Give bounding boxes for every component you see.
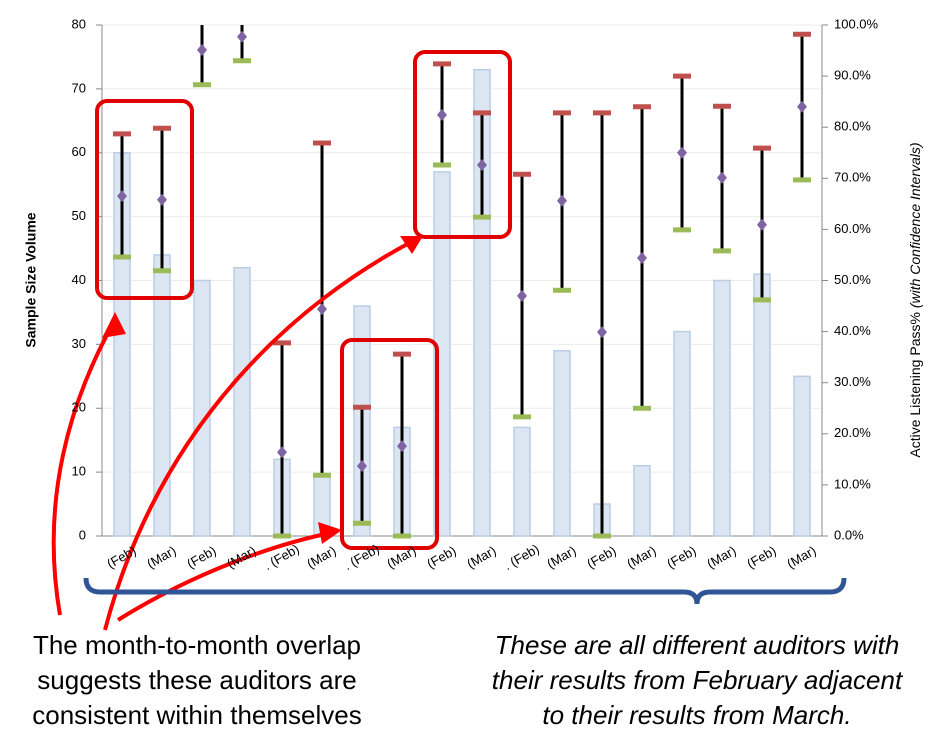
bar <box>553 350 571 537</box>
point <box>477 159 487 172</box>
x-tick-label: (Mar) <box>304 543 338 572</box>
point <box>357 459 367 472</box>
bar <box>473 68 491 537</box>
annotation: their results from February adjacent <box>492 665 904 695</box>
annotation: These are all different auditors with <box>495 630 900 660</box>
point <box>157 193 167 206</box>
point <box>557 194 567 207</box>
arrow <box>116 530 336 622</box>
grid <box>96 24 828 537</box>
y-tick-label: 70 <box>72 80 86 95</box>
y2-label: Active Listening Pass% <box>907 312 923 458</box>
y2-tick-label: 90.0% <box>834 68 871 83</box>
box <box>95 99 194 300</box>
annotation: suggests these auditors are <box>37 665 356 695</box>
arrow <box>51 319 117 616</box>
y-tick-label: 10 <box>72 464 86 479</box>
x-tick-label: (Mar) <box>544 543 578 572</box>
x-tick-label: (Mar) <box>784 543 818 572</box>
y2-tick-label: 60.0% <box>834 221 871 236</box>
x-tick-label: (Mar) <box>144 543 178 572</box>
y-tick-label: 20 <box>72 400 86 415</box>
bar <box>753 273 771 537</box>
point <box>197 44 207 57</box>
point <box>397 440 407 453</box>
y-tick-label: 60 <box>72 144 86 159</box>
bar <box>713 279 731 537</box>
highlight-boxes <box>95 50 512 550</box>
bar <box>193 279 211 537</box>
bar <box>633 464 651 537</box>
y-tick-label: 0 <box>79 527 86 542</box>
y2-tick-label: 10.0% <box>834 476 871 491</box>
point <box>597 326 607 339</box>
point <box>757 218 767 231</box>
arrows <box>51 238 416 631</box>
y-tick-label: 80 <box>72 16 86 31</box>
y2-tick-label: 0.0% <box>834 527 864 542</box>
x-tick-label: (Feb) <box>664 543 698 572</box>
y2-tick-label: 20.0% <box>834 425 871 440</box>
y2-label-note: (with Confidence Intervals) <box>907 142 923 308</box>
point <box>277 446 287 459</box>
x-tick-label: (Feb) <box>744 543 778 572</box>
annotation: to their results from March. <box>542 700 851 730</box>
x-tick-label: . (Feb) <box>501 541 542 573</box>
arrow <box>103 238 416 631</box>
x-tick-label: (Mar) <box>464 543 498 572</box>
x-tick-label: (Feb) <box>584 543 618 572</box>
box <box>413 50 512 239</box>
y2-tick-label: 40.0% <box>834 323 871 338</box>
y2-axis-title: Active Listening Pass% (with Confidence … <box>907 142 923 457</box>
y-tick-label: 50 <box>72 208 86 223</box>
y2-tick-label: 50.0% <box>834 272 871 287</box>
point <box>237 30 247 43</box>
point <box>637 252 647 265</box>
point <box>317 303 327 316</box>
bar <box>673 330 691 537</box>
annotation: consistent within themselves <box>32 700 361 730</box>
x-tick-label: (Feb) <box>184 543 218 572</box>
point <box>797 100 807 113</box>
bar <box>793 375 811 537</box>
point <box>117 190 127 203</box>
x-tick-label: (Mar) <box>224 543 258 572</box>
arrow-heads <box>102 236 423 544</box>
y2-tick-label: 80.0% <box>834 119 871 134</box>
bar <box>233 266 251 537</box>
y2-tick-label: 100.0% <box>834 16 879 31</box>
bar <box>513 426 531 537</box>
x-tick-label: (Mar) <box>704 543 738 572</box>
y-tick-label: 30 <box>72 336 86 351</box>
y-axis-title: Sample Size Volume <box>23 212 39 347</box>
point <box>677 146 687 159</box>
point <box>717 171 727 184</box>
marks <box>113 25 811 539</box>
x-tick-label: (Feb) <box>104 543 138 572</box>
annotation: The month-to-month overlap <box>33 630 361 660</box>
y2-tick-label: 70.0% <box>834 170 871 185</box>
point <box>437 108 447 121</box>
annotations: The month-to-month overlap suggests these… <box>32 630 904 730</box>
y2-tick-label: 30.0% <box>834 374 871 389</box>
box <box>340 338 439 550</box>
point <box>517 289 527 302</box>
brace <box>83 577 847 605</box>
x-tick-label: (Mar) <box>624 543 658 572</box>
y-tick-label: 40 <box>72 272 86 287</box>
